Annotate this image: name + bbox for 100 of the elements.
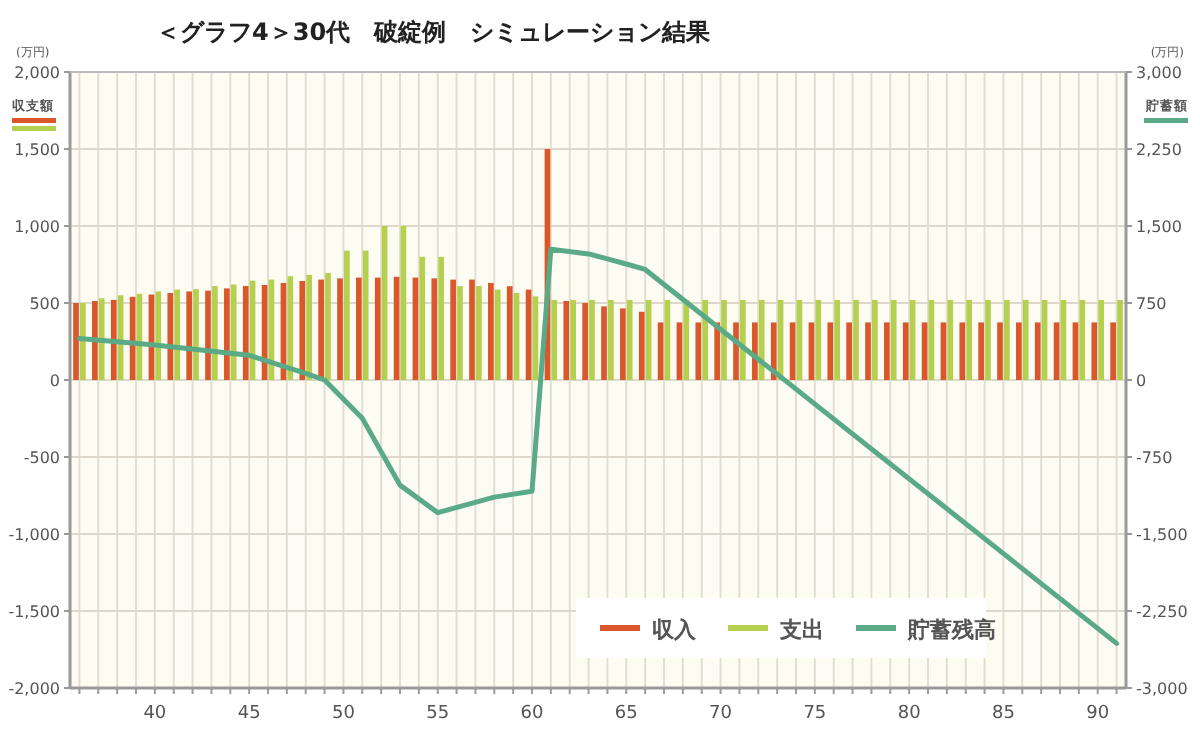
bar xyxy=(438,256,444,380)
bar xyxy=(947,299,954,380)
x-tick-label: 50 xyxy=(331,704,356,724)
bar xyxy=(683,299,690,380)
bar xyxy=(1016,322,1022,380)
legend-label: 貯蓄残高 xyxy=(906,617,996,643)
bar xyxy=(1022,299,1029,380)
legend-label: 収入 xyxy=(652,617,698,643)
bar xyxy=(469,279,475,380)
bar xyxy=(356,277,362,380)
bar xyxy=(601,306,607,380)
bar xyxy=(306,274,312,380)
bar xyxy=(758,299,765,380)
bar xyxy=(865,322,871,380)
bar xyxy=(494,289,501,380)
x-tick-label: 70 xyxy=(709,704,733,724)
bar xyxy=(827,322,834,380)
bar xyxy=(92,301,98,380)
bar xyxy=(582,303,588,380)
x-tick-label: 85 xyxy=(991,704,1015,724)
bar xyxy=(1117,299,1123,380)
bar xyxy=(488,282,494,380)
bar xyxy=(902,322,909,380)
bar xyxy=(978,322,984,380)
bar xyxy=(230,284,237,380)
bar xyxy=(1034,322,1041,380)
bar xyxy=(205,290,211,380)
y-tick-label: 1,000 xyxy=(14,218,60,236)
bar xyxy=(1098,299,1104,380)
bar xyxy=(620,308,626,380)
bar xyxy=(193,289,199,380)
bar xyxy=(506,286,513,380)
bar xyxy=(318,279,324,380)
bar xyxy=(167,292,174,380)
bar xyxy=(242,286,249,380)
line-series xyxy=(76,246,1120,646)
bar xyxy=(98,298,105,380)
bar xyxy=(174,289,180,380)
bar xyxy=(608,299,614,380)
y2-tick-label: -2,250 xyxy=(1136,603,1188,621)
bar xyxy=(695,322,702,380)
x-tick-label: 90 xyxy=(1086,704,1110,724)
y-tick-label: 1,500 xyxy=(14,141,60,159)
bar xyxy=(344,250,350,380)
bar xyxy=(476,286,482,380)
bar xyxy=(325,272,331,380)
bar xyxy=(551,299,558,380)
bar xyxy=(563,301,570,380)
x-tick-label: 80 xyxy=(897,704,922,724)
bar xyxy=(985,299,991,380)
y2-tick-label: 750 xyxy=(1136,295,1167,313)
bar xyxy=(890,299,897,380)
bar xyxy=(1079,299,1086,380)
bar xyxy=(1004,299,1010,380)
bar xyxy=(721,299,727,380)
bar xyxy=(815,299,822,380)
bar xyxy=(186,291,192,380)
x-tick-label: 40 xyxy=(143,704,167,724)
bar xyxy=(740,299,746,380)
bar xyxy=(431,278,438,380)
bar xyxy=(457,286,463,380)
y2-tick-label: -750 xyxy=(1136,449,1173,467)
y-tick-label: 2,000 xyxy=(14,64,60,82)
y-tick-label: -1,000 xyxy=(8,526,60,544)
bar xyxy=(997,322,1003,380)
bar xyxy=(834,299,840,380)
bar xyxy=(1110,322,1116,380)
bar xyxy=(155,291,162,380)
y-tick-label: -2,000 xyxy=(8,680,60,698)
y2-tick-label: -3,000 xyxy=(1136,680,1188,698)
bar xyxy=(1091,322,1098,380)
bar xyxy=(846,322,852,380)
bar xyxy=(337,278,343,380)
bar xyxy=(966,299,972,380)
y-tick-label: -500 xyxy=(23,449,60,467)
bar xyxy=(419,256,426,380)
y2-tick-label: -1,500 xyxy=(1136,526,1188,544)
y2-tick-label: 0 xyxy=(1136,372,1147,390)
x-tick-label: 60 xyxy=(520,704,544,724)
bar xyxy=(224,288,230,380)
bar xyxy=(853,299,859,380)
chart-title: ＜グラフ4＞30代 破綻例 シミュレーション結果 xyxy=(156,18,713,46)
legend-label: 支出 xyxy=(778,617,824,643)
bar xyxy=(450,279,456,380)
y2-tick-label: 1,500 xyxy=(1136,218,1182,236)
y-tick-label: 500 xyxy=(29,295,60,313)
bar xyxy=(110,299,117,380)
x-tick-label: 55 xyxy=(426,704,450,724)
x-tick-label: 75 xyxy=(803,704,827,724)
bar xyxy=(73,303,79,380)
bar xyxy=(570,299,576,380)
x-tick-label: 45 xyxy=(237,704,261,724)
bar xyxy=(872,299,878,380)
y2-tick-label: 2,250 xyxy=(1136,141,1182,159)
y-tick-label: -1,500 xyxy=(8,603,60,621)
bar xyxy=(638,311,645,380)
bar xyxy=(702,299,708,380)
y2-tick-label: 3,000 xyxy=(1136,64,1182,82)
bar xyxy=(299,280,306,380)
bar xyxy=(884,322,890,380)
